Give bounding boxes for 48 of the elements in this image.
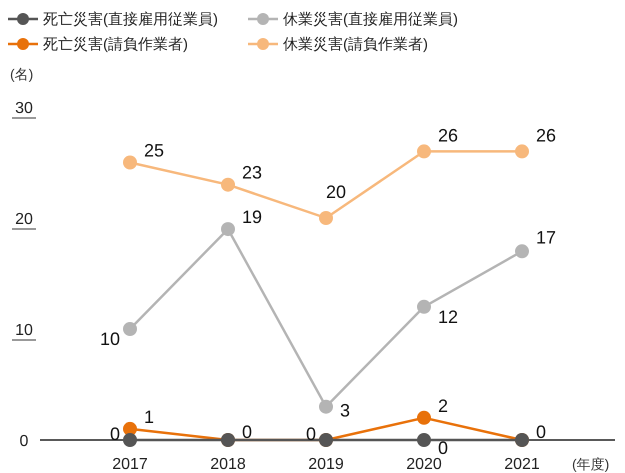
point xyxy=(221,178,235,192)
legend-item: 死亡災害(直接雇用従業員) xyxy=(8,11,218,28)
point xyxy=(417,433,431,447)
point xyxy=(319,400,333,414)
x-tick-label: 2020 xyxy=(406,456,442,473)
legend-label: 休業災害(請負作業者) xyxy=(283,36,428,53)
data-label: 0 xyxy=(536,422,546,442)
data-label: 3 xyxy=(340,400,350,421)
point xyxy=(123,156,137,170)
x-tick-label: 2019 xyxy=(308,456,344,473)
y-tick-label: 0 xyxy=(20,433,29,450)
data-label: 0 xyxy=(110,424,120,444)
y-tick-label: 10 xyxy=(15,322,33,339)
legend-item: 休業災害(請負作業者) xyxy=(248,36,428,53)
data-label: 17 xyxy=(536,227,556,248)
x-tick-label: 2021 xyxy=(504,456,540,473)
y-tick-label: 30 xyxy=(15,100,33,117)
data-label: 2 xyxy=(438,396,448,416)
point xyxy=(417,410,431,425)
legend-label: 死亡災害(請負作業者) xyxy=(43,36,188,53)
data-label: 0 xyxy=(438,438,448,458)
point xyxy=(515,244,529,258)
x-tick-label: 2018 xyxy=(210,456,246,473)
legend-item: 死亡災害(請負作業者) xyxy=(8,36,188,53)
y-axis-title: (名) xyxy=(10,66,34,82)
data-label: 1 xyxy=(144,406,154,427)
point xyxy=(319,211,333,225)
x-tick-label: 2017 xyxy=(112,456,148,473)
point xyxy=(515,144,529,158)
data-label: 25 xyxy=(144,140,164,160)
data-label: 26 xyxy=(438,125,458,146)
legend-label: 死亡災害(直接雇用従業員) xyxy=(43,11,218,28)
data-label: 12 xyxy=(438,306,458,327)
point xyxy=(417,300,431,314)
legend-item: 休業災害(直接雇用従業員) xyxy=(248,11,458,28)
x-axis-title: (年度) xyxy=(572,456,610,472)
data-label: 26 xyxy=(536,125,556,146)
data-label: 20 xyxy=(326,182,346,202)
data-label: 19 xyxy=(242,207,262,228)
point xyxy=(123,433,137,447)
data-label: 10 xyxy=(100,329,120,349)
data-label: 0 xyxy=(242,422,252,442)
point xyxy=(417,144,431,158)
legend-label: 休業災害(直接雇用従業員) xyxy=(283,11,458,28)
point xyxy=(123,322,137,336)
y-tick-label: 20 xyxy=(15,211,33,228)
data-label: 23 xyxy=(242,162,262,183)
point xyxy=(221,222,235,236)
